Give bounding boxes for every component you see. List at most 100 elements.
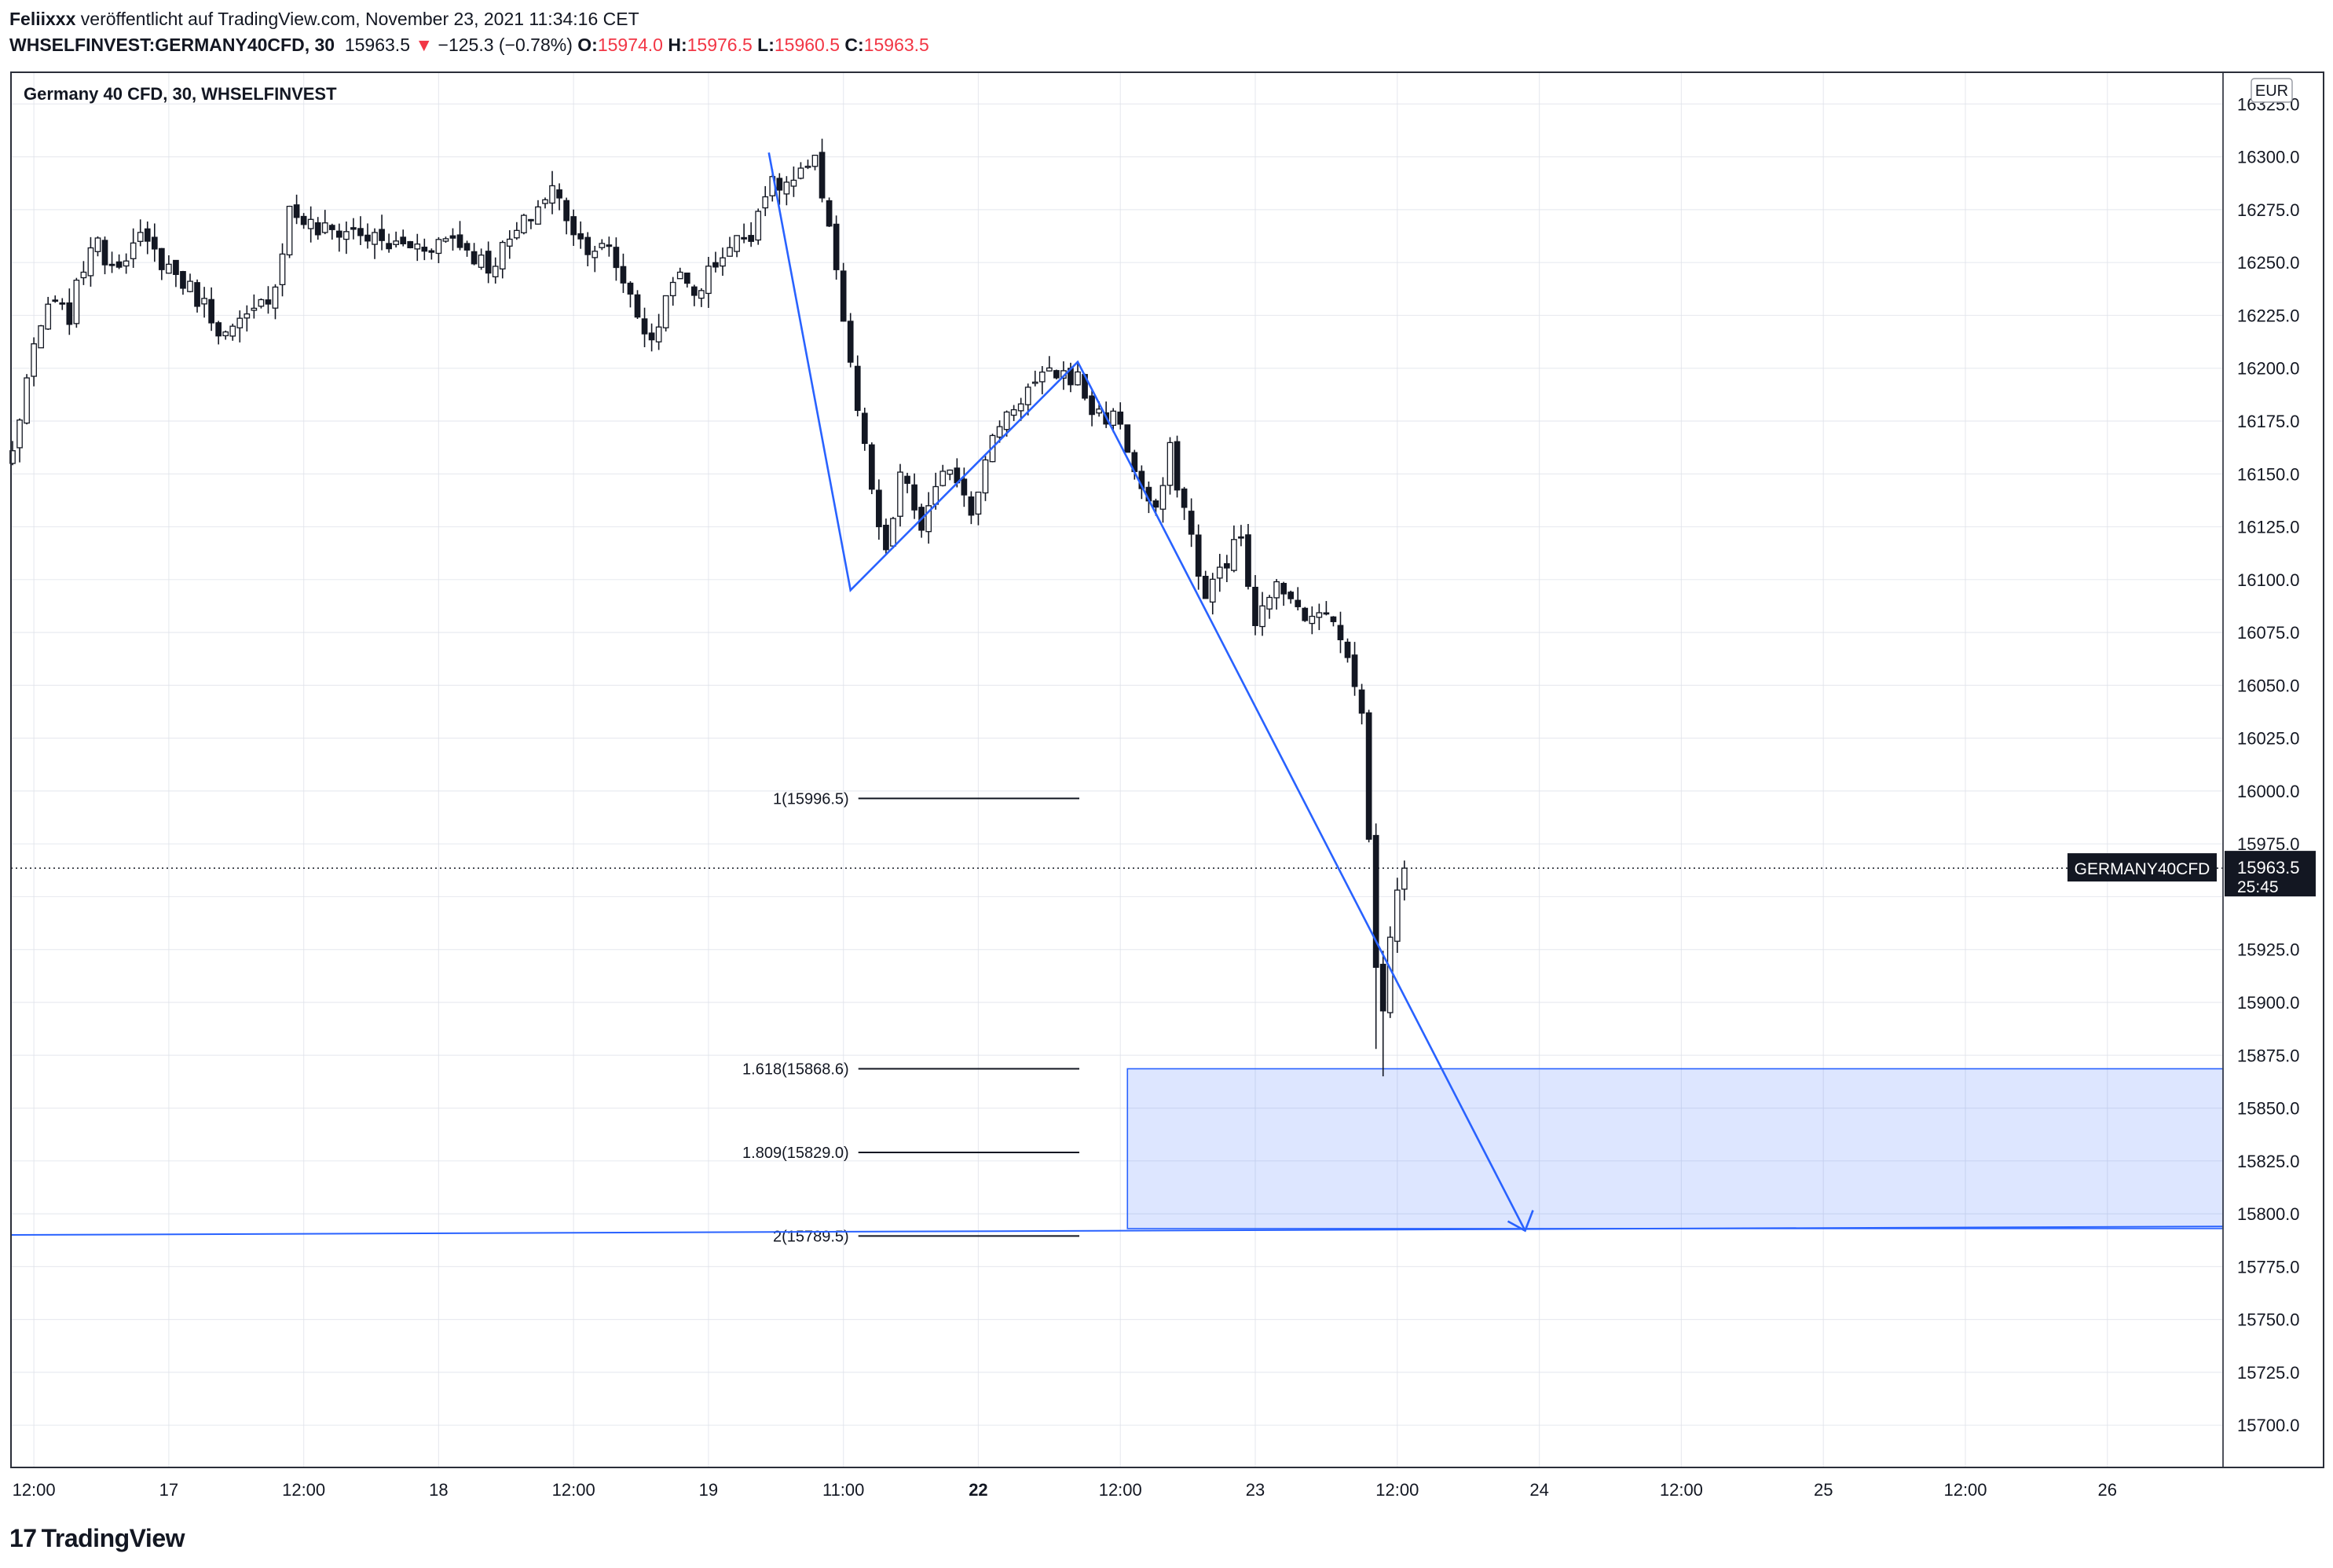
fib-level-label: 1.809(15829.0)	[742, 1145, 849, 1162]
fib-extension-levels[interactable]: 1(15996.5) 1.618(15868.6) 1.809(15829.0) 2(…	[742, 790, 1079, 1245]
candle-body	[236, 317, 244, 328]
abcd-pattern-line[interactable]	[767, 152, 1526, 1232]
candle-body	[201, 298, 207, 305]
candle-body	[662, 295, 669, 328]
price-tick-label: 15725.0	[2237, 1363, 2300, 1383]
candle-body	[1316, 612, 1323, 618]
candle-body	[9, 450, 16, 464]
candle-body	[393, 240, 400, 245]
trendline[interactable]	[10, 1225, 2224, 1236]
trendline-line[interactable]	[10, 1225, 2224, 1236]
candle-body	[584, 236, 591, 255]
candle-body	[229, 325, 236, 337]
candle-body	[258, 299, 265, 307]
candle-body	[80, 271, 87, 279]
low-value: 15960.5	[774, 35, 841, 55]
symbol-line: WHSELFINVEST:GERMANY40CFD, 30 15963.5 ▼ …	[9, 32, 929, 58]
price-tick-label: 15875.0	[2237, 1046, 2300, 1065]
currency-label: EUR	[2255, 82, 2288, 100]
candle-body	[833, 223, 840, 270]
candle-body	[783, 181, 790, 195]
candle-body	[1344, 641, 1351, 658]
candle-body	[925, 505, 932, 533]
candle-body	[272, 286, 279, 309]
candle-body	[627, 282, 634, 295]
high-value: 15976.5	[687, 35, 753, 55]
candle-body	[435, 239, 442, 255]
target-zone-rect[interactable]	[1126, 1068, 2224, 1229]
candle-body	[428, 250, 435, 253]
candle-body	[513, 229, 520, 239]
symbol-tag-box[interactable]	[2067, 853, 2217, 882]
candle-body	[549, 185, 555, 204]
candle-body	[840, 270, 847, 322]
candle-body	[1266, 596, 1273, 610]
candle-body	[1337, 625, 1344, 640]
candle-body	[45, 303, 52, 330]
candle-body	[1259, 605, 1265, 628]
candle-body	[123, 260, 130, 267]
candle-body	[343, 231, 350, 240]
candle-body	[563, 200, 570, 222]
price-tick-label: 15700.0	[2237, 1416, 2300, 1435]
candle-body	[1287, 592, 1295, 599]
symbol-name[interactable]: WHSELFINVEST:GERMANY40CFD, 30	[9, 35, 335, 55]
candle-body	[187, 280, 193, 292]
time-axis[interactable]: 12:00 17 12:00 18 12:00 19 11:00 22 12:00 23 12:00…	[13, 1480, 2117, 1500]
time-tick-label: 22	[969, 1480, 987, 1500]
fib-level-label: 2(15789.5)	[773, 1228, 849, 1245]
price-tick-label: 15825.0	[2237, 1152, 2300, 1171]
candle-body	[683, 272, 690, 284]
chart-title: Germany 40 CFD, 30, WHSELFINVEST	[24, 84, 337, 104]
tradingview-logo-icon: 17	[9, 1524, 37, 1552]
candle-body	[485, 251, 492, 274]
candle-body	[208, 299, 214, 324]
candle-body	[449, 235, 456, 239]
candle-body	[314, 222, 321, 236]
tradingview-logo[interactable]: 17 TradingView	[9, 1524, 185, 1553]
candle-body	[897, 471, 903, 517]
candle-body	[556, 189, 562, 199]
chart-border	[10, 71, 2324, 1468]
candle-body	[1231, 539, 1237, 571]
candle-body	[31, 343, 37, 377]
last-price-box[interactable]	[2225, 851, 2316, 897]
candle-body	[1174, 441, 1181, 491]
candle-body	[321, 222, 328, 233]
chart-grid	[11, 72, 2223, 1467]
price-tick-label: 15750.0	[2237, 1310, 2300, 1330]
fib-level-label: 1(15996.5)	[773, 790, 849, 808]
candle-body	[1053, 370, 1060, 379]
candle-body	[890, 518, 896, 547]
candle-body	[1124, 424, 1131, 453]
candle-body	[215, 322, 222, 337]
candle-body	[478, 255, 485, 268]
close-value: 15963.5	[863, 35, 929, 55]
candle-body	[811, 154, 819, 167]
target-zone[interactable]	[1126, 1068, 2224, 1229]
candle-body	[1358, 689, 1365, 714]
candle-body	[1159, 485, 1166, 510]
author-name[interactable]: Feliixxx	[9, 9, 76, 29]
price-axis[interactable]: 15700.0 15725.0 15750.0 15775.0 15800.0 15825…	[2067, 78, 2316, 1435]
candle-body	[542, 199, 548, 204]
candle-body	[307, 218, 314, 229]
candle-body	[741, 236, 747, 240]
candle-body	[499, 241, 506, 269]
time-tick-label: 26	[2098, 1480, 2117, 1500]
candle-body	[222, 331, 229, 336]
price-tick-label: 16300.0	[2237, 148, 2300, 167]
candle-body	[1046, 367, 1053, 372]
time-tick-label: 12:00	[1375, 1480, 1419, 1500]
currency-badge[interactable]	[2251, 78, 2293, 103]
publish-line: Feliixxx veröffentlicht auf TradingView.…	[9, 6, 929, 32]
candle-body	[776, 178, 783, 191]
time-tick-label: 11:00	[822, 1480, 864, 1500]
candle-body	[386, 243, 392, 250]
abcd-pattern[interactable]	[767, 152, 1534, 1233]
candle-body	[599, 243, 606, 248]
candle-body	[1003, 411, 1010, 430]
price-tick-label: 16125.0	[2237, 518, 2300, 537]
candle-body	[1096, 408, 1102, 414]
